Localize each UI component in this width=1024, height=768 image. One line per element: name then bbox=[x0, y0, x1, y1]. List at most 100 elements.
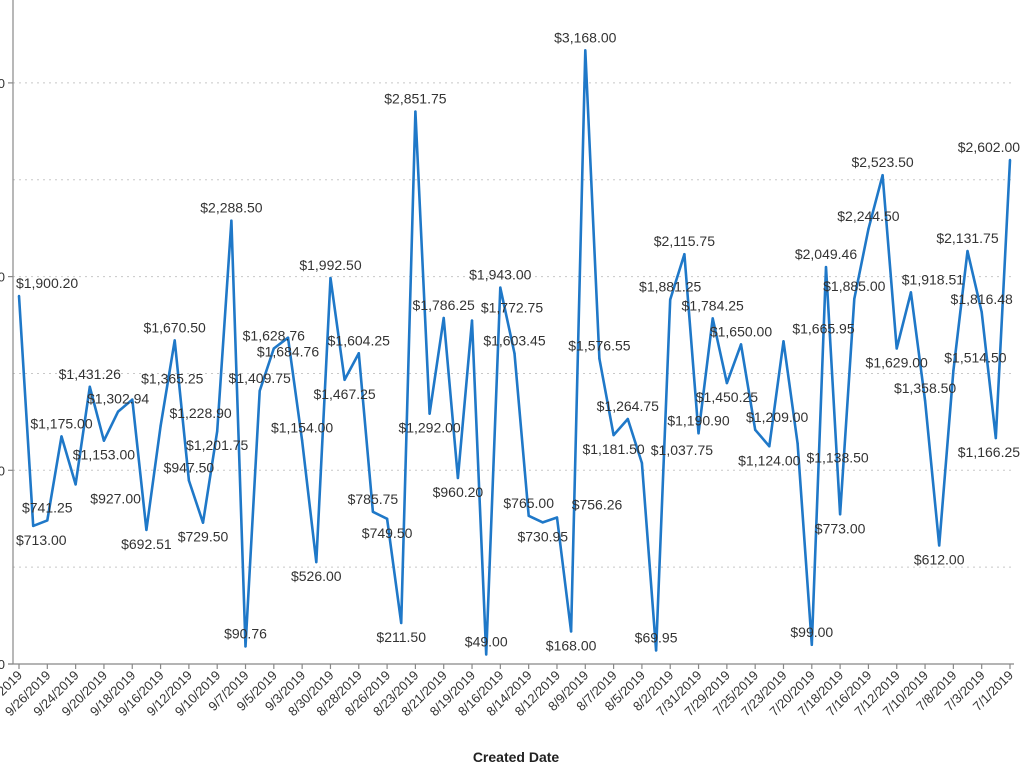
data-point bbox=[952, 369, 955, 372]
data-point bbox=[711, 317, 714, 320]
data-label: $2,288.50 bbox=[200, 200, 262, 216]
y-tick-label: $0 bbox=[0, 657, 5, 672]
data-label: $1,450.25 bbox=[696, 389, 758, 405]
data-label: $1,181.50 bbox=[582, 441, 644, 457]
data-label: $1,881.25 bbox=[639, 279, 701, 295]
data-label: $612.00 bbox=[914, 552, 965, 568]
data-point bbox=[1008, 158, 1012, 162]
data-label: $1,190.90 bbox=[667, 412, 729, 428]
data-point bbox=[598, 357, 601, 360]
data-point bbox=[286, 336, 290, 339]
data-point bbox=[527, 514, 530, 518]
y-tick-label: $2,000 bbox=[0, 270, 5, 285]
data-label: $1,943.00 bbox=[469, 267, 531, 283]
data-point bbox=[201, 521, 205, 524]
data-point bbox=[909, 291, 913, 294]
data-point bbox=[824, 265, 828, 269]
data-label: $526.00 bbox=[291, 568, 342, 584]
data-label: $168.00 bbox=[546, 638, 597, 654]
data-point bbox=[541, 521, 545, 524]
data-label: $2,131.75 bbox=[936, 230, 998, 246]
data-point bbox=[782, 340, 785, 343]
data-label: $1,684.76 bbox=[257, 344, 319, 360]
data-point bbox=[230, 219, 233, 222]
data-label: $1,650.00 bbox=[710, 323, 772, 339]
data-label: $785.75 bbox=[348, 491, 399, 507]
data-point bbox=[456, 476, 460, 480]
data-label: $1,772.75 bbox=[481, 300, 543, 316]
x-axis-ticks: 20199/26/20199/24/20199/20/20199/18/2019… bbox=[0, 664, 1016, 719]
data-point bbox=[994, 436, 998, 440]
data-point bbox=[867, 228, 870, 231]
data-point bbox=[272, 347, 276, 350]
data-point bbox=[484, 653, 488, 656]
data-label: $211.50 bbox=[376, 629, 426, 645]
data-label: $2,115.75 bbox=[654, 233, 715, 249]
data-label: $729.50 bbox=[178, 529, 229, 545]
data-point bbox=[838, 513, 842, 516]
data-label: $1,175.00 bbox=[30, 415, 92, 431]
data-point bbox=[980, 310, 983, 314]
data-point bbox=[74, 483, 77, 486]
data-label: $1,166.25 bbox=[958, 444, 1020, 460]
data-point bbox=[513, 352, 516, 355]
data-label: $1,209.00 bbox=[746, 409, 808, 425]
data-point bbox=[669, 298, 672, 301]
x-axis-title: Created Date bbox=[473, 749, 560, 765]
data-point bbox=[584, 49, 587, 52]
data-label: $1,201.75 bbox=[186, 437, 248, 453]
data-label: $90.76 bbox=[224, 625, 267, 641]
data-label: $1,629.00 bbox=[866, 355, 928, 371]
data-label: $1,786.25 bbox=[413, 297, 475, 313]
data-point bbox=[626, 417, 629, 421]
data-label: $749.50 bbox=[362, 525, 413, 541]
data-label: $1,514.50 bbox=[944, 350, 1006, 366]
data-label: $1,992.50 bbox=[299, 257, 361, 273]
data-label: $2,851.75 bbox=[384, 91, 446, 107]
data-point bbox=[725, 381, 729, 385]
data-point bbox=[145, 528, 148, 532]
data-point bbox=[300, 439, 304, 442]
data-label: $1,576.55 bbox=[568, 338, 630, 354]
data-point bbox=[357, 352, 360, 355]
data-point bbox=[258, 389, 261, 393]
data-point bbox=[17, 294, 21, 298]
data-label: $765.00 bbox=[503, 495, 554, 511]
data-point bbox=[371, 510, 375, 514]
data-point bbox=[187, 479, 191, 482]
data-point bbox=[88, 385, 91, 388]
data-point bbox=[966, 249, 969, 253]
data-label: $1,037.75 bbox=[651, 442, 713, 458]
data-points bbox=[17, 49, 1012, 656]
data-label: $1,228.90 bbox=[169, 405, 231, 421]
data-point bbox=[400, 621, 403, 625]
data-point bbox=[938, 544, 941, 547]
data-point bbox=[60, 435, 63, 438]
data-label: $2,049.46 bbox=[795, 246, 857, 262]
data-label: $1,154.00 bbox=[271, 420, 333, 436]
data-point bbox=[216, 430, 219, 433]
data-label: $741.25 bbox=[22, 499, 73, 515]
data-point bbox=[159, 424, 162, 428]
gridlines bbox=[13, 82, 1014, 568]
data-label: $773.00 bbox=[815, 520, 866, 536]
data-point bbox=[173, 339, 176, 342]
data-label: $1,409.75 bbox=[229, 370, 291, 386]
data-label: $1,918.51 bbox=[902, 271, 964, 287]
data-point bbox=[697, 432, 700, 435]
data-label: $927.00 bbox=[90, 490, 141, 506]
data-point bbox=[131, 398, 134, 401]
data-point bbox=[739, 343, 743, 346]
data-label: $1,628.76 bbox=[243, 328, 305, 344]
y-axis-ticks: $0 $1,000 $2,000 $3,000 bbox=[0, 76, 13, 672]
data-label: $2,244.50 bbox=[837, 208, 899, 224]
data-point bbox=[881, 174, 884, 177]
data-point bbox=[385, 517, 389, 521]
data-label: $1,302.94 bbox=[87, 391, 149, 407]
data-label: $1,467.25 bbox=[313, 386, 375, 402]
data-point bbox=[810, 643, 813, 647]
data-point bbox=[414, 110, 417, 113]
data-label: $1,816.48 bbox=[951, 291, 1013, 307]
data-point bbox=[315, 560, 318, 564]
